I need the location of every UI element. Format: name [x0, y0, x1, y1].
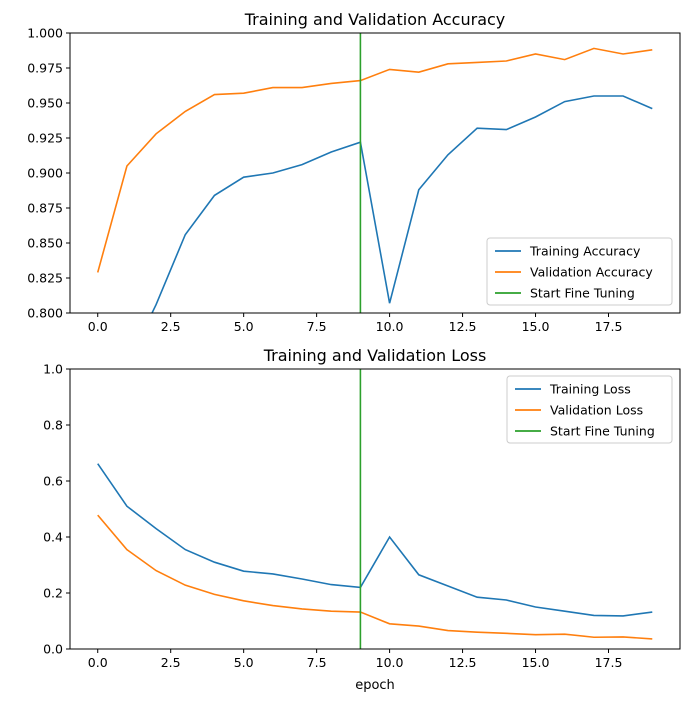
y-tick-label: 0.8	[43, 418, 63, 433]
x-tick-label: 10.0	[376, 655, 404, 670]
series-line-training-loss	[97, 463, 653, 617]
y-tick-label: 0.850	[27, 236, 63, 251]
legend-label: Start Fine Tuning	[530, 286, 635, 301]
legend: Training Loss Validation Loss Start Fine T…	[506, 375, 673, 444]
y-tick-label: 0.2	[43, 586, 63, 601]
y-tick-label: 0.900	[27, 166, 63, 181]
y-tick-label: 0.4	[43, 530, 63, 545]
x-tick-label: 0.0	[88, 655, 108, 670]
axes-frame	[69, 32, 681, 314]
x-tick-label: 17.5	[595, 319, 623, 334]
x-tick-label: 2.5	[161, 655, 181, 670]
x-tick-label: 5.0	[234, 655, 254, 670]
legend-label: Validation Accuracy	[530, 265, 653, 280]
axes-frame	[69, 368, 681, 650]
series-line-validation-loss	[97, 514, 653, 640]
x-axis-label: epoch	[355, 678, 395, 693]
series-line-training-accuracy	[151, 95, 653, 313]
x-tick-label: 12.5	[449, 319, 477, 334]
x-tick-label: 7.5	[307, 655, 327, 670]
y-tick-label: 1.000	[27, 26, 63, 41]
x-tick-label: 7.5	[307, 319, 327, 334]
x-tick-label: 0.0	[88, 319, 108, 334]
y-tick-label: 0.0	[43, 642, 63, 657]
y-tick-label: 1.0	[43, 362, 63, 377]
x-tick-label: 12.5	[449, 655, 477, 670]
chart-title: Training and Validation Loss	[263, 346, 487, 365]
chart-title: Training and Validation Accuracy	[244, 10, 506, 29]
plot-area	[96, 33, 653, 313]
legend-label: Training Loss	[549, 382, 631, 397]
chart-1: Training and Validation Loss 0.0 2.5 5.0 7.5…	[43, 346, 681, 693]
x-tick-label: 5.0	[234, 319, 254, 334]
legend-label: Validation Loss	[550, 403, 643, 418]
y-tick-label: 0.875	[27, 201, 63, 216]
chart-0: Training and Validation Accuracy 0.0 2.5 5.…	[27, 10, 681, 334]
y-tick-label: 0.925	[27, 131, 63, 146]
y-tick-label: 0.950	[27, 96, 63, 111]
y-tick-label: 0.825	[27, 271, 63, 286]
series-line-validation-accuracy	[96, 47, 653, 273]
x-tick-label: 17.5	[595, 655, 623, 670]
plot-area	[97, 369, 653, 649]
legend-label: Start Fine Tuning	[550, 424, 655, 439]
y-tick-label: 0.975	[27, 61, 63, 76]
x-tick-label: 15.0	[522, 655, 550, 670]
y-tick-label: 0.6	[43, 474, 63, 489]
x-tick-label: 2.5	[161, 319, 181, 334]
x-tick-label: 15.0	[522, 319, 550, 334]
legend-label: Training Accuracy	[529, 244, 641, 259]
legend: Training Accuracy Validation Accuracy Star…	[486, 237, 673, 306]
y-tick-label: 0.800	[27, 306, 63, 321]
x-tick-label: 10.0	[376, 319, 404, 334]
